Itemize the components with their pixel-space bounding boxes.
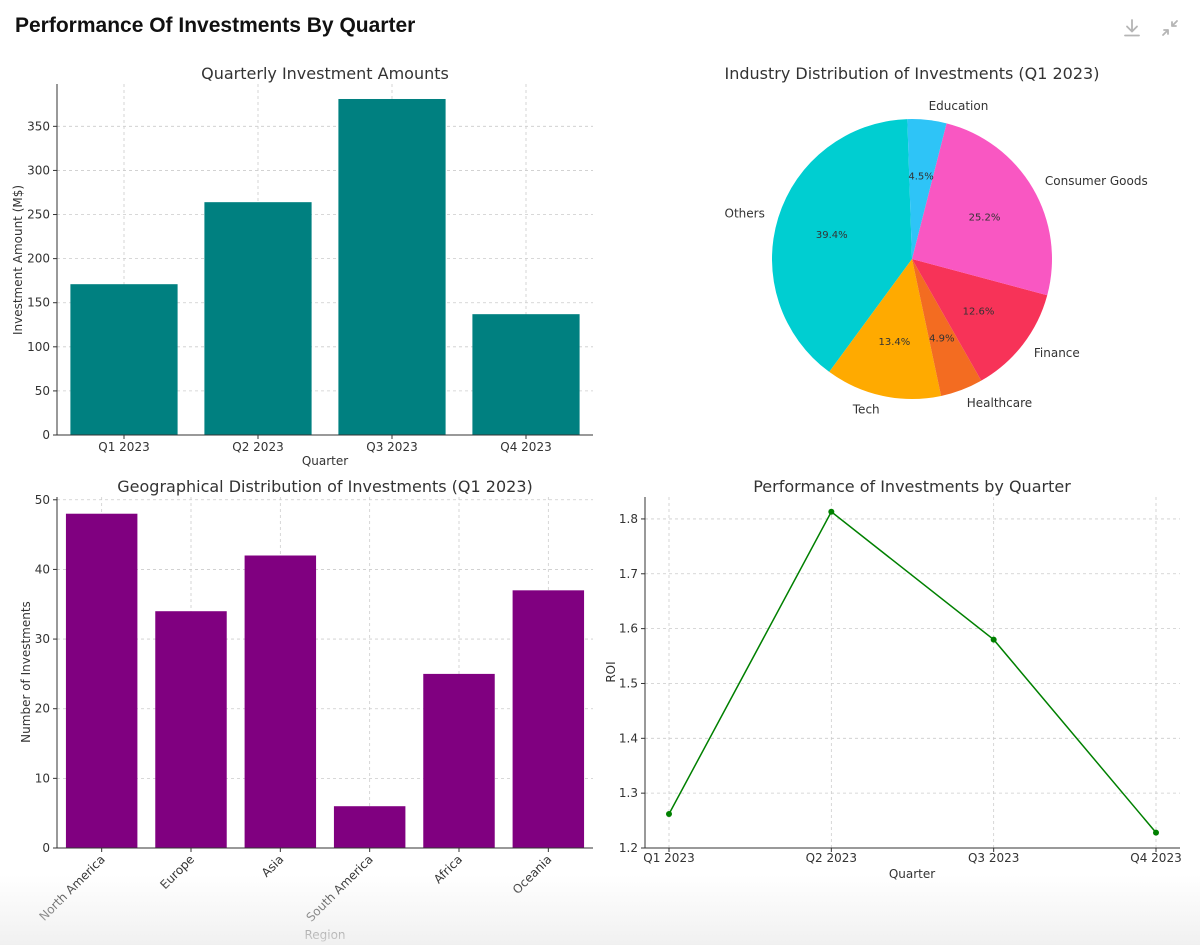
x-tick-label: Africa (431, 852, 465, 886)
pie-label: Tech (852, 403, 880, 417)
pie-slice-healthcare (912, 259, 982, 396)
chart-1-title: Quarterly Investment Amounts (201, 64, 449, 83)
y-tick-label: 1.7 (619, 567, 638, 581)
roi-series-line (668, 510, 1157, 834)
y-tick-label: 1.3 (619, 786, 638, 800)
x-tick-label: Q1 2023 (98, 440, 149, 454)
chart-1-xlabel: Quarter (302, 454, 348, 468)
x-tick-label: Q3 2023 (366, 440, 417, 454)
pie-label: Others (725, 207, 765, 221)
download-icon[interactable] (1120, 16, 1144, 40)
y-tick-label: 1.2 (619, 841, 638, 855)
chart-3-xlabel: Region (304, 928, 345, 942)
x-tick-label: Q3 2023 (968, 851, 1019, 865)
pie-slice-finance (912, 259, 1048, 381)
pie-label: Finance (1034, 346, 1080, 360)
bar-q2-2023 (204, 202, 312, 435)
x-tick-label: Oceania (510, 852, 555, 897)
y-tick-label: 350 (27, 119, 50, 133)
y-tick-label: 0 (42, 428, 50, 442)
quarterly-investment-chart: 0 50 100 150 200 250 300 350 Q1 2023 Q2 2023 Q3 20… (27, 84, 593, 454)
bar-africa (423, 673, 495, 848)
bar-q3-2023 (338, 98, 446, 435)
bar-oceania (512, 590, 585, 848)
x-tick-label: South America (304, 852, 376, 924)
y-tick-label: 100 (27, 340, 50, 354)
chart-2-title: Industry Distribution of Investments (Q1… (725, 64, 1100, 83)
pie-slice-others (771, 119, 912, 372)
y-tick-label: 1.4 (619, 731, 638, 745)
pie-label: Healthcare (967, 396, 1032, 410)
bar-q1-2023 (70, 284, 178, 435)
bar-q4-2023 (472, 314, 580, 435)
pie-label: Education (929, 99, 989, 113)
chart-3-ylabel: Number of Investments (19, 601, 33, 743)
chart-4-xlabel: Quarter (889, 867, 935, 881)
chart-3-title: Geographical Distribution of Investments… (117, 477, 533, 496)
x-tick-label: Q4 2023 (1130, 851, 1181, 865)
y-tick-label: 300 (27, 163, 50, 177)
page-title: Performance Of Investments By Quarter (15, 14, 416, 37)
pie-pct-label: 39.4% (816, 230, 848, 241)
x-tick-label: Asia (259, 852, 287, 880)
y-tick-label: 50 (35, 384, 50, 398)
bar-south-america (333, 806, 406, 848)
y-tick-label: 1.5 (619, 676, 638, 690)
chart-4-ylabel: ROI (604, 661, 618, 682)
pie-slice-consumer-goods (912, 123, 1052, 296)
x-tick-label: Q2 2023 (232, 440, 283, 454)
y-tick-label: 40 (35, 562, 50, 576)
collapse-icon[interactable] (1158, 16, 1182, 40)
pie-slice-tech (829, 259, 942, 400)
pie-pct-label: 13.4% (878, 337, 910, 348)
y-tick-label: 20 (35, 702, 50, 716)
y-tick-label: 1.6 (619, 622, 638, 636)
pie-label: Consumer Goods (1045, 174, 1148, 188)
x-tick-label: Q1 2023 (643, 851, 694, 865)
pie-slice-education (907, 119, 947, 259)
x-tick-label: Q2 2023 (806, 851, 857, 865)
bar-north-america (65, 513, 138, 848)
roi-point-q1-2023 (666, 810, 672, 817)
pie-pct-label: 25.2% (969, 213, 1001, 224)
bar-asia (244, 555, 317, 848)
chart-4-title: Performance of Investments by Quarter (753, 477, 1071, 496)
roi-point-q4-2023 (1153, 829, 1159, 836)
bar-europe (155, 611, 227, 848)
y-tick-label: 10 (35, 771, 50, 785)
geographical-bar-chart: 0 10 20 30 40 50 North America Europe Asia South … (35, 493, 593, 924)
pie-pct-label: 4.9% (929, 334, 954, 345)
roi-point-q3-2023 (990, 636, 997, 643)
y-tick-label: 30 (35, 632, 50, 646)
y-tick-label: 200 (27, 252, 50, 266)
y-tick-label: 250 (27, 208, 50, 222)
industry-pie-chart: Others 39.4% Tech 13.4% Healthcare 4.9% Financ… (725, 99, 1148, 417)
pie-pct-label: 12.6% (963, 306, 995, 317)
x-tick-label: North America (36, 852, 107, 923)
pie-pct-label: 4.5% (908, 171, 933, 182)
y-tick-label: 0 (42, 841, 50, 855)
y-tick-label: 50 (35, 493, 50, 507)
roi-line-chart: 1.2 1.3 1.4 1.5 1.6 1.7 1.8 Q1 2023 Q2 2023 Q3 20… (619, 497, 1182, 865)
x-tick-label: Q4 2023 (500, 440, 551, 454)
chart-1-ylabel: Investment Amount (M$) (11, 185, 25, 335)
y-tick-label: 1.8 (619, 512, 638, 526)
roi-point-q2-2023 (828, 508, 835, 515)
x-tick-label: Europe (157, 852, 197, 892)
y-tick-label: 150 (27, 296, 50, 310)
